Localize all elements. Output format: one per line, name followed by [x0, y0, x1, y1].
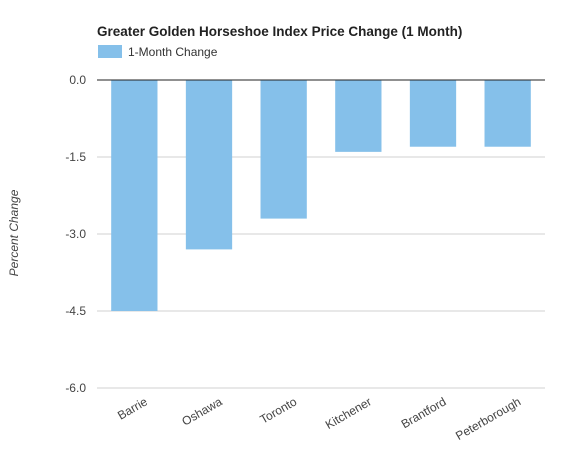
y-tick-label: -4.5 [65, 304, 86, 318]
x-axis-ticks: Barrie Oshawa Toronto Kitchener Brantford Pet… [115, 394, 523, 443]
y-tick-label: -1.5 [65, 150, 86, 164]
x-tick-label: Peterborough [453, 394, 523, 442]
bar-kitchener [335, 80, 382, 152]
legend-label: 1-Month Change [128, 45, 218, 59]
bars [111, 80, 531, 311]
x-tick-label: Toronto [257, 394, 299, 426]
x-tick-label: Kitchener [323, 394, 374, 431]
chart-title: Greater Golden Horseshoe Index Price Cha… [97, 24, 462, 39]
bar-brantford [409, 80, 457, 147]
legend-swatch [98, 45, 122, 58]
x-tick-label: Brantford [399, 394, 449, 431]
gridlines [97, 156, 545, 389]
y-tick-label: -3.0 [65, 227, 86, 241]
y-tick-label: -6.0 [65, 381, 86, 395]
y-tick-label: 0.0 [69, 73, 86, 87]
bar-toronto [260, 80, 307, 219]
bar-barrie [111, 80, 158, 311]
x-tick-label: Oshawa [179, 394, 224, 428]
y-axis-ticks: 0.0 -1.5 -3.0 -4.5 -6.0 [65, 73, 86, 395]
bar-oshawa [185, 80, 233, 250]
bar-peterborough [484, 80, 531, 147]
y-axis-label: Percent Change [7, 189, 21, 276]
x-tick-label: Barrie [115, 394, 150, 422]
legend[interactable]: 1-Month Change [98, 45, 218, 59]
